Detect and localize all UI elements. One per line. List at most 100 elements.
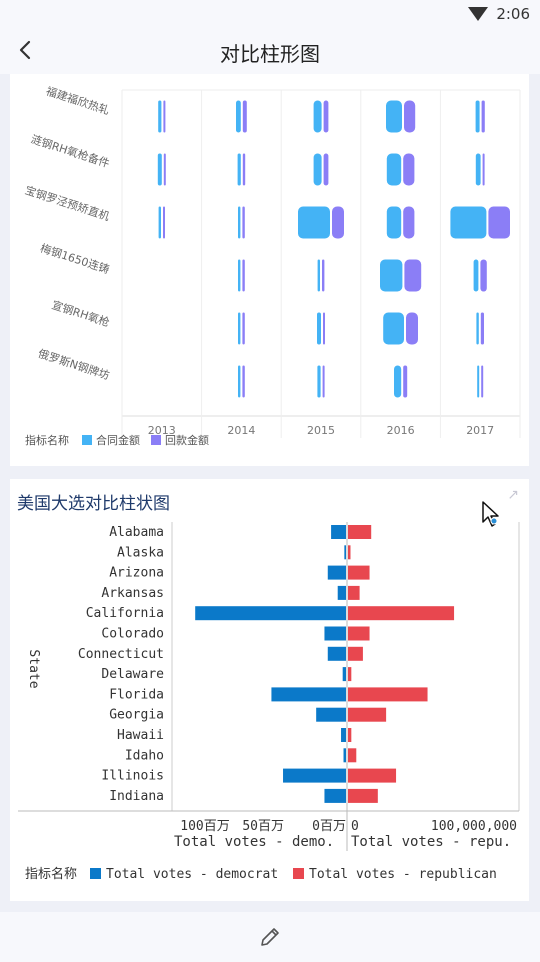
bar-contract: [313, 100, 322, 133]
legend-label-contract: 合同金额: [96, 433, 140, 447]
bar-republican: [348, 687, 428, 702]
bar-contract: [237, 153, 241, 186]
bar-repay: [242, 365, 245, 398]
bar-repay: [242, 312, 245, 345]
year-label: 2015: [307, 424, 335, 437]
legend-label-repay: 回款金额: [165, 433, 209, 447]
state-label: Arizona: [109, 566, 164, 581]
bottom-bar: [0, 912, 540, 962]
contract-vs-repayment-chart: 福建福欣热轧涟钢RH氧枪备件宝钢罗泾预矫直机梅钢1650连铸宣钢RH氧枪俄罗斯N…: [23, 84, 521, 447]
bar-contract: [475, 100, 480, 133]
bar-contract: [477, 365, 480, 398]
bar-contract: [298, 206, 330, 239]
state-label: Idaho: [125, 748, 164, 763]
legend-swatch-republican: [293, 868, 304, 879]
bar-democrat: [283, 768, 346, 783]
bar-contract: [473, 259, 479, 292]
bar-repay: [481, 365, 484, 398]
bar-repay: [404, 259, 422, 292]
bar-contract: [317, 312, 321, 345]
expand-icon[interactable]: ↗: [507, 487, 519, 503]
category-label: 福建福欣热轧: [44, 84, 111, 118]
bar-repay: [406, 312, 418, 345]
state-label: Georgia: [109, 708, 164, 723]
legend-swatch-repay: [151, 435, 161, 445]
state-label: Indiana: [109, 789, 164, 804]
bar-democrat: [316, 707, 346, 722]
bar-contract: [450, 206, 487, 239]
left-tick-label: 50百万: [242, 819, 284, 834]
bar-repay: [322, 365, 325, 398]
status-time: 2:06: [496, 5, 530, 23]
bar-repay: [481, 100, 485, 133]
bar-repay: [488, 206, 510, 239]
bar-republican: [348, 788, 378, 803]
year-label: 2013: [148, 424, 176, 437]
bar-republican: [348, 707, 387, 722]
edit-button[interactable]: [257, 924, 283, 950]
bar-repay: [242, 259, 245, 292]
legend-swatch-democrat: [90, 868, 101, 879]
back-button[interactable]: [12, 36, 40, 64]
bar-republican: [348, 768, 397, 783]
grouped-bar-chart-card: 福建福欣热轧 涟钢RH氧枪备件 宝钢罗泾预矫直机 梅钢1650连铸 宣钢RH氧枪 俄罗斯N…: [10, 74, 529, 466]
election-chart-card: 美国大选对比柱状图 ↗ Alabama Alaska Arizona Arkansas…: [10, 479, 529, 901]
bar-repay: [163, 206, 165, 239]
state-label: California: [86, 606, 164, 621]
year-label: 2014: [227, 424, 255, 437]
pencil-icon: [261, 928, 279, 946]
bar-contract: [158, 100, 162, 133]
bar-democrat: [331, 525, 346, 539]
bar-contract: [238, 259, 241, 292]
bar-democrat: [344, 545, 346, 560]
mouse-cursor-icon: [482, 501, 499, 527]
bar-contract: [380, 259, 403, 292]
bar-contract: [238, 365, 241, 398]
right-tick-label: 0: [351, 819, 359, 834]
bar-repay: [403, 206, 415, 239]
bar-contract: [386, 206, 402, 239]
bar-contract: [158, 206, 161, 239]
bar-democrat: [324, 788, 346, 803]
year-label: 2017: [466, 424, 494, 437]
status-bar: 2:06: [0, 0, 540, 28]
bar-repay: [403, 153, 415, 186]
legend-title: 指标名称: [25, 433, 69, 447]
bar-republican: [348, 585, 360, 600]
bar-repay: [242, 206, 245, 239]
wifi-icon: [468, 7, 488, 21]
left-axis-title: Total votes - demo.: [174, 834, 334, 850]
bar-democrat: [342, 667, 346, 682]
left-tick-label: 0百万: [312, 819, 346, 834]
bar-democrat: [337, 585, 346, 600]
legend-label-republican: Total votes - republican: [309, 867, 497, 882]
bar-repay: [482, 153, 485, 186]
bar-repay: [163, 100, 166, 133]
bar-contract: [475, 153, 481, 186]
state-label: Connecticut: [78, 647, 164, 662]
bar-republican: [348, 667, 352, 682]
bar-democrat: [327, 565, 346, 580]
bar-republican: [348, 565, 370, 580]
bar-repay: [242, 153, 246, 186]
bar-democrat: [343, 748, 346, 763]
bar-democrat: [324, 626, 346, 641]
bar-repay: [480, 259, 487, 292]
back-arrow-icon: [19, 40, 31, 60]
state-label: Delaware: [101, 667, 164, 682]
bar-democrat: [271, 687, 346, 702]
state-label: Alabama: [109, 525, 164, 540]
bar-contract: [386, 153, 402, 186]
bar-republican: [348, 646, 363, 661]
bar-republican: [348, 606, 455, 621]
bar-contract: [317, 259, 320, 292]
legend-title: 指标名称: [25, 866, 77, 882]
state-label: Arkansas: [101, 586, 164, 601]
bar-contract: [238, 312, 241, 345]
state-label: Colorado: [101, 627, 164, 642]
category-label: 梅钢1650连铸: [39, 241, 112, 277]
legend-label-democrat: Total votes - democrat: [106, 867, 278, 882]
bar-republican: [348, 545, 351, 560]
state-label: Hawaii: [117, 728, 164, 743]
bar-democrat: [327, 646, 346, 661]
